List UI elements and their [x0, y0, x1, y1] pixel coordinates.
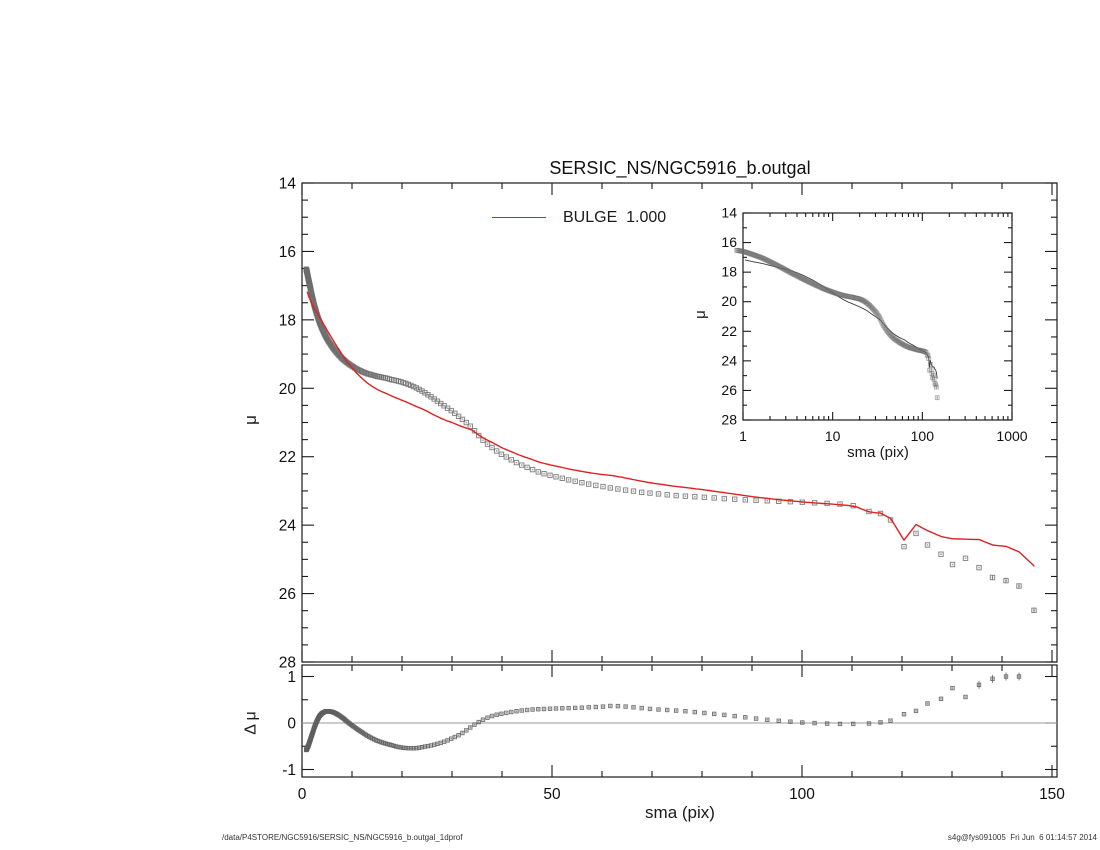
svg-text:24: 24: [279, 518, 297, 535]
svg-text:1000: 1000: [996, 428, 1027, 444]
svg-text:22: 22: [279, 449, 296, 466]
svg-text:1: 1: [287, 669, 296, 686]
legend-bulge-line-swatch: [492, 217, 546, 218]
svg-text:1: 1: [739, 428, 747, 444]
svg-text:24: 24: [721, 352, 737, 368]
svg-text:10: 10: [825, 428, 841, 444]
main-plot-axes: 14 16 18 20 22 24 26 28: [279, 176, 1057, 672]
svg-text:100: 100: [911, 428, 935, 444]
svg-text:28: 28: [279, 655, 296, 672]
svg-text:50: 50: [543, 786, 561, 803]
inset-model-line: [744, 259, 938, 379]
residual-plot-frame: [301, 664, 1058, 778]
inset-plot-axes: 14 16 18 20 22 24 26 281 10 100 1000: [721, 205, 1027, 445]
residual-y-axis-label: Δ μ: [242, 711, 260, 735]
inset-y-axis-label: μ: [691, 310, 709, 319]
bulge-model-line: [306, 291, 1035, 567]
svg-text:14: 14: [721, 205, 737, 221]
svg-text:26: 26: [279, 586, 296, 603]
svg-text:100: 100: [789, 786, 815, 803]
inset-plot-frame: [742, 212, 1013, 421]
legend-bulge-label: BULGE 1.000: [563, 209, 667, 226]
svg-text:18: 18: [279, 312, 296, 329]
svg-text:20: 20: [721, 293, 737, 309]
footer-host-timestamp: s4g@fys091005 Fri Jun 6 01:14:57 2014: [947, 833, 1097, 842]
residual-series: [304, 672, 1022, 753]
svg-text:0: 0: [287, 716, 296, 733]
svg-text:150: 150: [1039, 786, 1065, 803]
svg-text:14: 14: [279, 176, 297, 193]
svg-text:-1: -1: [282, 762, 296, 779]
svg-text:16: 16: [279, 244, 296, 261]
x-axis-label: sma (pix): [645, 803, 715, 822]
main-y-axis-label: μ: [240, 415, 260, 425]
main-plot-frame: [301, 182, 1058, 663]
svg-text:20: 20: [279, 381, 297, 398]
svg-text:18: 18: [721, 264, 737, 280]
svg-text:16: 16: [721, 234, 737, 250]
svg-text:26: 26: [721, 382, 737, 398]
inset-data-series: [734, 247, 940, 401]
svg-text:22: 22: [721, 323, 737, 339]
inset-x-axis-label: sma (pix): [847, 444, 909, 461]
page-title: SERSIC_NS/NGC5916_b.outgal: [549, 158, 811, 178]
footer-file-path: /data/P4STORE/NGC5916/SERSIC_NS/NGC5916_…: [222, 833, 463, 842]
svg-text:28: 28: [721, 412, 737, 428]
svg-text:0: 0: [298, 786, 307, 803]
